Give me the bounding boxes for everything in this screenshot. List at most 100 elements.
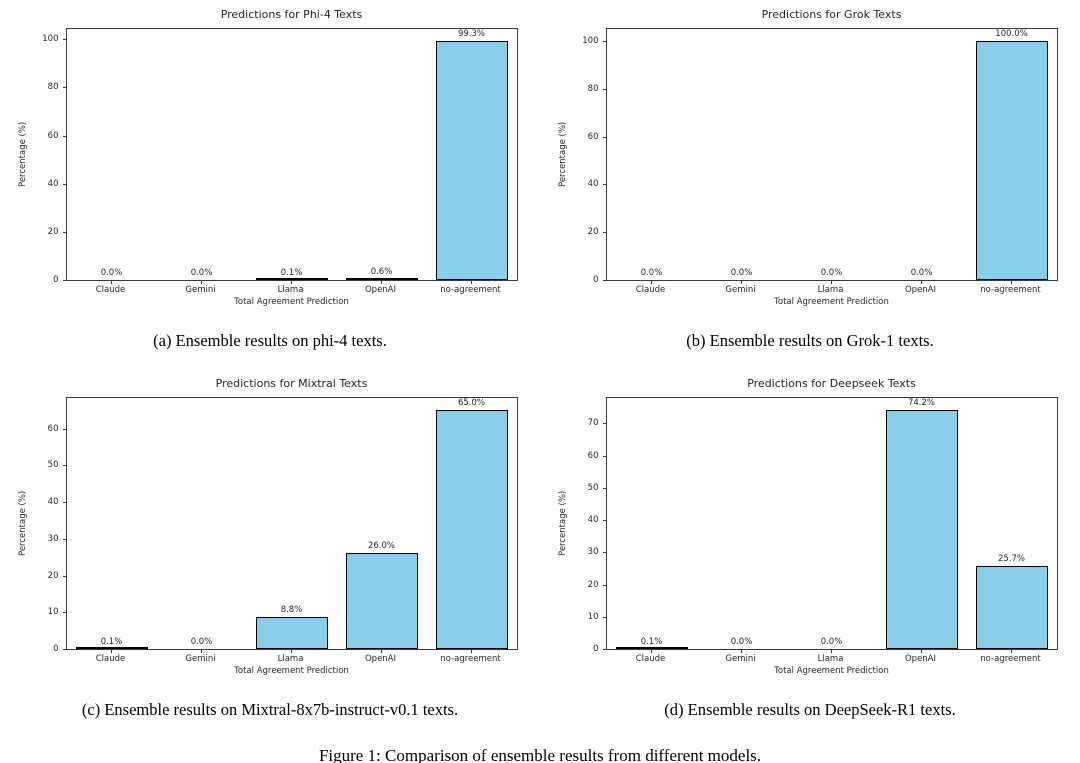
bar <box>435 41 508 280</box>
x-tick-mark <box>110 281 112 284</box>
x-axis-label: Total Agreement Prediction <box>774 297 889 307</box>
bar-value-label: 0.0% <box>190 268 213 278</box>
y-axis: 0 10 20 30 40 50 60 70 <box>571 397 606 654</box>
x-axis-ticks: Claude Gemini Llama OpenAI no-agreement <box>606 281 1058 297</box>
y-tick-mark <box>602 40 606 42</box>
y-tick-label: 50 <box>587 482 599 493</box>
x-tick-mark <box>920 650 922 653</box>
x-tick-mark <box>920 281 922 284</box>
y-axis-label: Percentage (%) <box>557 490 568 557</box>
y-axis: 0 20 40 60 80 100 <box>571 28 606 285</box>
y-tick-mark <box>62 428 66 430</box>
y-tick-mark <box>602 136 606 138</box>
x-axis-label: Total Agreement Prediction <box>774 666 889 676</box>
bar-value-label: 0.1% <box>100 636 123 647</box>
bar <box>615 647 688 649</box>
x-tick-label: OpenAI <box>904 285 937 295</box>
x-tick-mark <box>1010 650 1012 653</box>
y-tick-label: 30 <box>47 533 59 544</box>
x-tick-mark <box>110 650 112 653</box>
x-tick-label: no-agreement <box>980 654 1041 664</box>
x-tick-mark <box>650 650 652 653</box>
y-tick-mark <box>602 423 606 425</box>
y-tick-label: 20 <box>47 226 59 237</box>
x-tick-mark <box>1010 281 1012 284</box>
x-tick-mark <box>380 281 382 284</box>
y-tick-label: 0 <box>53 275 59 285</box>
y-tick-mark <box>62 280 66 281</box>
y-tick-label: 40 <box>47 497 59 507</box>
y-tick-mark <box>602 616 606 618</box>
x-tick-mark <box>290 650 292 653</box>
bar <box>255 278 328 280</box>
y-axis: 0 20 40 60 80 100 <box>31 28 66 285</box>
y-tick-label: 60 <box>587 450 599 461</box>
bar <box>435 410 508 649</box>
x-axis-ticks: Claude Gemini Llama OpenAI no-agreement <box>66 650 518 666</box>
bar <box>345 278 418 280</box>
y-tick-mark <box>602 232 606 234</box>
x-tick-label: Claude <box>95 285 126 295</box>
bar-value-label: 0.0% <box>730 268 753 278</box>
y-tick-mark <box>62 231 66 233</box>
y-tick-mark <box>602 280 606 281</box>
y-tick-mark <box>602 184 606 186</box>
y-tick-label: 20 <box>587 579 599 590</box>
bar-value-label: 0.1% <box>640 636 663 647</box>
subcaption-b: (b) Ensemble results on Grok-1 texts. <box>686 331 934 350</box>
bar-value-label: 0.6% <box>370 266 393 277</box>
x-tick-label: Gemini <box>725 654 756 664</box>
chart-panel-a: Predictions for Phi-4 Texts Percentage (… <box>0 8 540 351</box>
x-tick-mark <box>200 650 202 653</box>
bar <box>75 647 148 649</box>
y-tick-label: 80 <box>587 83 599 94</box>
y-tick-label: 80 <box>47 82 59 93</box>
y-tick-mark <box>602 455 606 457</box>
bar-value-label: 65.0% <box>457 398 486 409</box>
chart-panel-c: Predictions for Mixtral Texts Percentage… <box>0 377 540 720</box>
y-tick-mark <box>62 575 66 577</box>
plot-area: 0.1% 0.0% 0.0% 74.2% 25.7% <box>605 397 1058 650</box>
bar-chart-deepseek: Predictions for Deepseek Texts Percentag… <box>558 377 1063 680</box>
plot-area: 0.1% 0.0% 8.8% 26.0% 65.0% <box>65 397 518 650</box>
y-tick-label: 40 <box>47 178 59 189</box>
chart-title: Predictions for Phi-4 Texts <box>220 8 363 21</box>
y-tick-mark <box>62 465 66 467</box>
figure-row-bottom: Predictions for Mixtral Texts Percentage… <box>0 377 1080 720</box>
bar-value-label: 0.0% <box>190 637 213 647</box>
x-axis-label: Total Agreement Prediction <box>234 666 349 676</box>
y-tick-mark <box>62 183 66 185</box>
x-tick-label: OpenAI <box>364 285 397 295</box>
x-tick-label: Claude <box>95 654 126 664</box>
bar <box>255 616 328 649</box>
y-tick-label: 20 <box>587 227 599 238</box>
y-tick-label: 100 <box>42 34 59 45</box>
chart-title: Predictions for Grok Texts <box>761 8 902 21</box>
bar <box>975 40 1048 280</box>
x-tick-label: no-agreement <box>440 654 501 664</box>
plot-area: 0.0% 0.0% 0.0% 0.0% 100.0% <box>605 28 1058 281</box>
y-tick-mark <box>62 87 66 89</box>
bar-value-label: 74.2% <box>907 397 936 408</box>
bar-value-label: 25.7% <box>997 554 1026 565</box>
x-tick-label: OpenAI <box>364 654 397 664</box>
x-tick-label: Llama <box>277 654 304 664</box>
x-tick-mark <box>830 650 832 653</box>
y-tick-label: 60 <box>587 131 599 142</box>
subcaption-c: (c) Ensemble results on Mixtral-8x7b-ins… <box>81 700 459 719</box>
x-tick-label: Claude <box>635 654 666 664</box>
y-tick-mark <box>62 612 66 614</box>
bar <box>345 553 418 649</box>
y-tick-mark <box>602 520 606 522</box>
x-tick-label: Gemini <box>725 285 756 295</box>
bar-value-label: 0.0% <box>100 268 123 278</box>
x-axis-ticks: Claude Gemini Llama OpenAI no-agreement <box>606 650 1058 666</box>
bar <box>885 409 958 649</box>
y-tick-label: 40 <box>587 179 599 190</box>
y-tick-label: 100 <box>582 35 599 46</box>
bar-value-label: 8.8% <box>280 604 303 615</box>
y-axis-label: Percentage (%) <box>17 490 28 557</box>
subcaption-a: (a) Ensemble results on phi-4 texts. <box>153 331 387 350</box>
y-tick-mark <box>62 502 66 503</box>
